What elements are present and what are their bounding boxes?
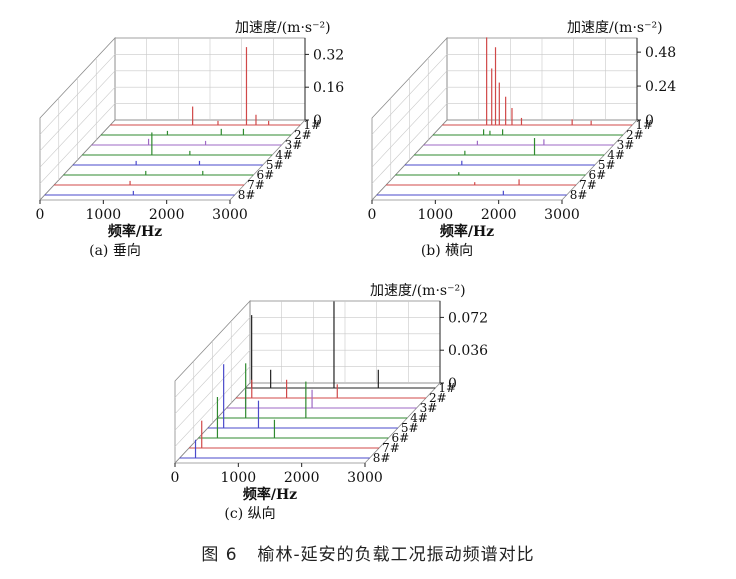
x-axis-label: 频率/Hz	[108, 223, 162, 240]
figure-caption-label: 图 6	[201, 545, 238, 565]
series-label: 1#	[303, 118, 321, 132]
chart-panel-0: 1#2#3#4#5#6#7#8# 0 0.16 0.32 加速度/(m·s⁻²) 0 100…	[36, 20, 345, 259]
x-axis-label: 频率/Hz	[440, 223, 494, 240]
x-axis-label: 频率/Hz	[243, 486, 297, 503]
series-label: 2#	[429, 391, 447, 405]
series-label: 3#	[420, 401, 438, 415]
series-label: 8#	[238, 188, 256, 202]
panel-subtitle: (b) 横向	[421, 243, 473, 259]
z-tick-label: 0	[313, 113, 322, 129]
figure-caption-text: 榆林-延安的负载工况振动频谱对比	[257, 545, 535, 565]
x-tick-label: 1000	[221, 470, 257, 486]
z-tick-label: 0.072	[448, 310, 488, 326]
x-tick-label: 2000	[149, 207, 185, 223]
series-label: 4#	[275, 148, 293, 162]
x-tick-label: 0	[368, 207, 377, 223]
series-label: 2#	[294, 128, 312, 142]
panel-subtitle: (a) 垂向	[89, 243, 141, 259]
figure-caption: 图 6 榆林-延安的负载工况振动频谱对比	[0, 540, 736, 565]
z-tick-label: 0.32	[313, 47, 344, 63]
z-axis-label: 加速度/(m·s⁻²)	[567, 20, 663, 36]
series-label: 6#	[391, 431, 409, 445]
series-label: 4#	[607, 148, 625, 162]
series-label: 8#	[570, 188, 588, 202]
series-label: 7#	[247, 178, 265, 192]
x-tick-label: 2000	[284, 470, 320, 486]
series-label: 2#	[626, 128, 644, 142]
x-tick-label: 1000	[418, 207, 454, 223]
x-tick-label: 0	[171, 470, 180, 486]
x-tick-label: 3000	[544, 207, 580, 223]
z-axis-label: 加速度/(m·s⁻²)	[370, 283, 466, 299]
x-tick-label: 2000	[481, 207, 517, 223]
z-tick-label: 0.036	[448, 343, 488, 359]
series-label: 6#	[588, 168, 606, 182]
chart-panel-2: 1#2#3#4#5#6#7#8# 0 0.036 0.072 加速度/(m·s⁻²) 0 1…	[171, 283, 489, 522]
x-tick-label: 0	[36, 207, 45, 223]
series-label: 5#	[598, 158, 616, 172]
series-label: 5#	[266, 158, 284, 172]
series-label: 1#	[635, 118, 653, 132]
series-label: 4#	[410, 411, 428, 425]
x-tick-label: 3000	[347, 470, 383, 486]
z-tick-label: 0	[645, 113, 654, 129]
series-label: 3#	[617, 138, 635, 152]
x-tick-label: 1000	[86, 207, 122, 223]
z-tick-label: 0.16	[313, 80, 344, 96]
series-label: 7#	[579, 178, 597, 192]
panel-subtitle: (c) 纵向	[224, 506, 275, 522]
z-tick-label: 0	[448, 376, 457, 392]
series-label: 7#	[382, 441, 400, 455]
series-label: 5#	[401, 421, 419, 435]
series-label: 1#	[438, 381, 456, 395]
series-label: 3#	[285, 138, 303, 152]
x-tick-label: 3000	[212, 207, 248, 223]
series-label: 6#	[256, 168, 274, 182]
z-tick-label: 0.24	[645, 79, 676, 95]
series-label: 8#	[373, 451, 391, 465]
z-axis-label: 加速度/(m·s⁻²)	[235, 20, 331, 36]
z-tick-label: 0.48	[645, 45, 676, 61]
chart-panel-1: 1#2#3#4#5#6#7#8# 0 0.24 0.48 加速度/(m·s⁻²) 0 100…	[368, 20, 677, 259]
